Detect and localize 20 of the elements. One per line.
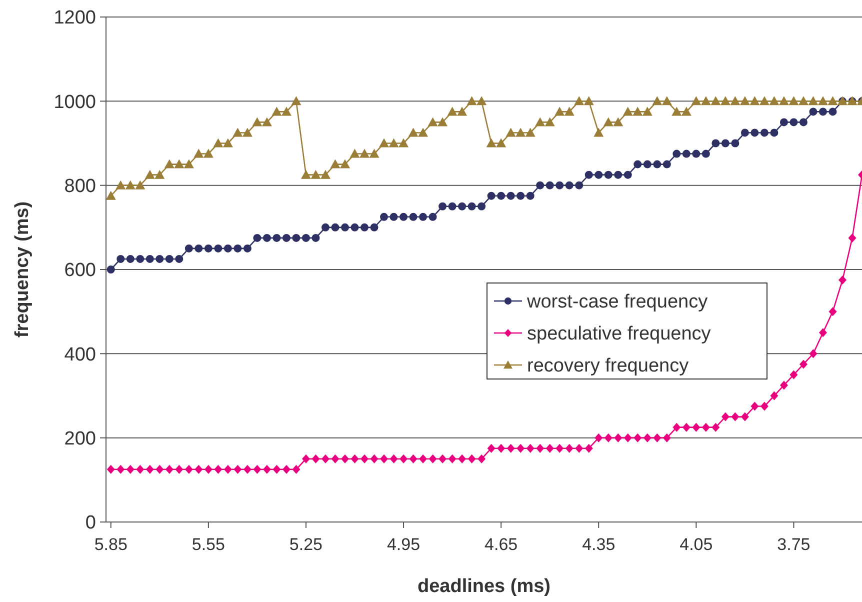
x-tick-label: 3.75: [777, 535, 810, 554]
y-tick-label: 600: [64, 260, 96, 282]
y-tick-label: 0: [85, 512, 96, 534]
x-tick-label: 4.65: [484, 535, 518, 554]
legend-label: recovery frequency: [527, 356, 690, 377]
x-tick-label: 5.85: [94, 535, 128, 554]
x-axis-title: deadlines (ms): [417, 576, 551, 597]
y-tick-label: 200: [64, 428, 96, 450]
x-tick-label: 5.55: [192, 535, 225, 554]
y-tick-label: 800: [64, 176, 96, 197]
y-axis-title: frequency (ms): [12, 201, 33, 338]
x-tick-label: 4.35: [582, 535, 616, 554]
y-tick-label: 1200: [54, 8, 96, 29]
x-tick-label: 4.95: [386, 535, 420, 554]
x-tick-label: 4.05: [680, 535, 713, 554]
y-tick-label: 400: [64, 344, 96, 366]
legend-label: speculative frequency: [527, 324, 712, 345]
legend-label: worst-case frequency: [526, 292, 708, 313]
x-tick-label: 5.25: [289, 535, 323, 554]
y-tick-label: 1000: [54, 92, 96, 113]
